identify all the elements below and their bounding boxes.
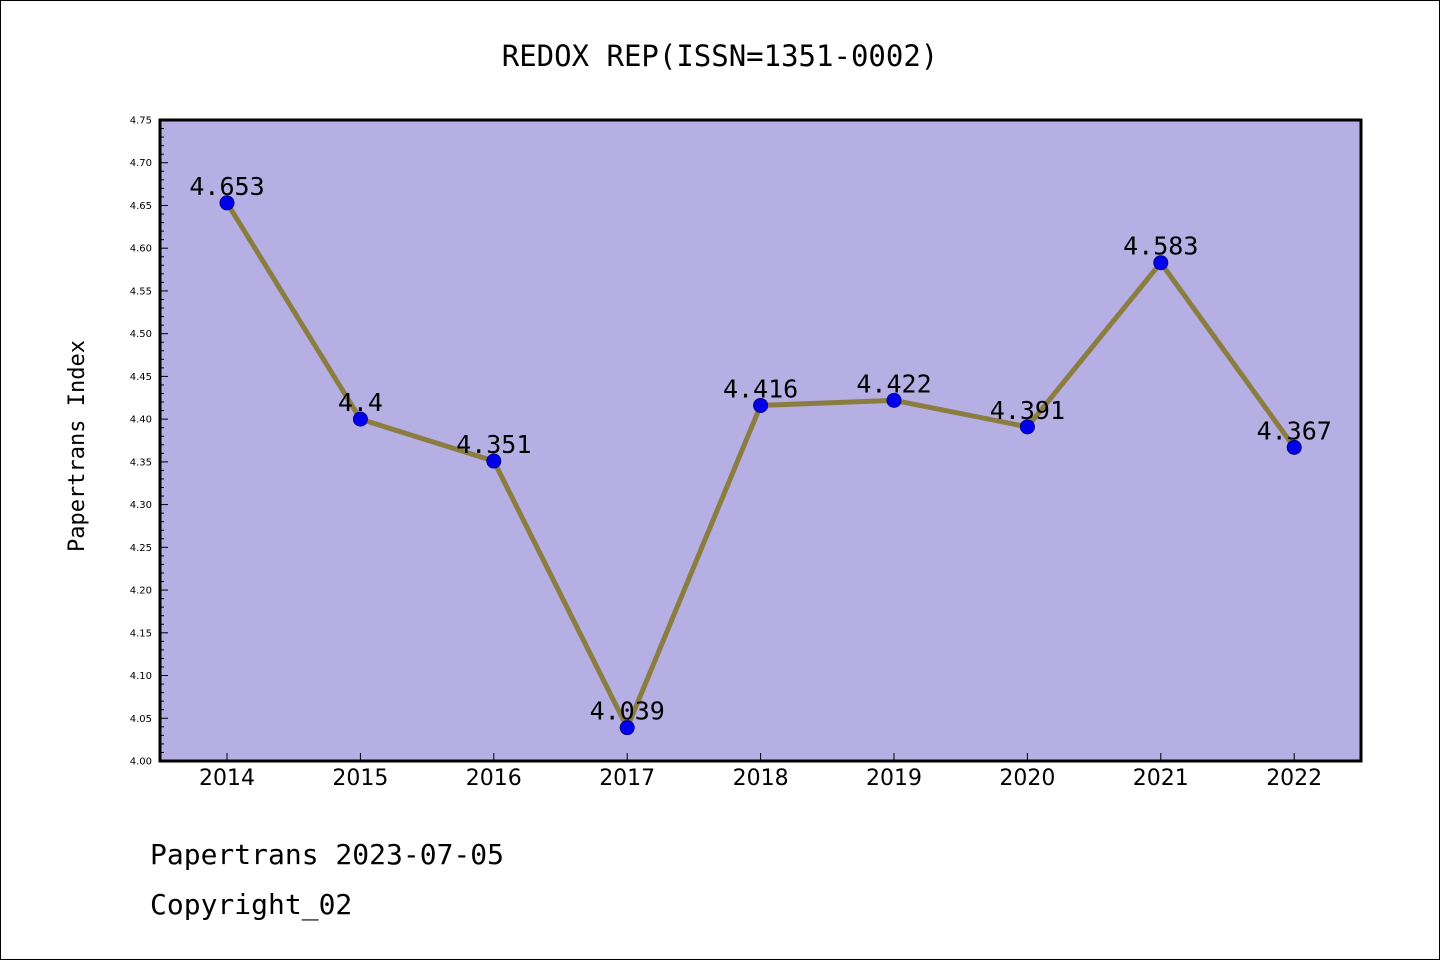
y-tick-label: 4.40 xyxy=(130,415,152,426)
data-point-marker xyxy=(486,453,502,469)
data-label: 4.391 xyxy=(990,396,1065,425)
data-point-marker xyxy=(753,397,769,413)
data-point-marker xyxy=(886,392,902,408)
y-tick-label: 4.60 xyxy=(130,244,152,255)
y-tick-label: 4.65 xyxy=(130,201,152,212)
chart-title: REDOX REP(ISSN=1351-0002) xyxy=(502,39,939,73)
data-point-marker xyxy=(619,720,635,736)
data-point-marker xyxy=(1286,439,1302,455)
y-tick-label: 4.20 xyxy=(130,586,152,597)
y-tick-label: 4.15 xyxy=(130,628,152,639)
y-tick-label: 4.00 xyxy=(130,757,152,768)
x-tick-label: 2022 xyxy=(1266,766,1322,791)
data-label: 4.422 xyxy=(856,369,931,398)
y-tick-label: 4.45 xyxy=(130,372,152,383)
y-tick-label: 4.10 xyxy=(130,671,152,682)
data-label: 4.039 xyxy=(590,697,665,726)
x-tick-label: 2019 xyxy=(866,766,922,791)
data-label: 4.367 xyxy=(1257,416,1332,445)
y-axis-ticks: 4.00 4.05 4.10 4.15 4.20 4.25 4.30 4.35 4.40 4.45… xyxy=(130,116,168,768)
x-tick-label: 2015 xyxy=(332,766,388,791)
footer-date: Papertrans 2023-07-05 xyxy=(150,838,504,871)
x-tick-label: 2020 xyxy=(999,766,1055,791)
x-tick-label: 2018 xyxy=(733,766,789,791)
y-tick-label: 4.30 xyxy=(130,500,152,511)
data-label: 4.351 xyxy=(456,430,531,459)
y-tick-label: 4.55 xyxy=(130,286,152,297)
plot-border xyxy=(158,118,1363,763)
series-markers xyxy=(219,195,1302,736)
x-tick-label: 2016 xyxy=(466,766,522,791)
x-axis-ticks: 2014 2015 2016 2017 2018 2019 2020 2021 2022 xyxy=(199,753,1322,791)
y-tick-label: 4.25 xyxy=(130,543,152,554)
x-tick-label: 2021 xyxy=(1133,766,1189,791)
plot-area xyxy=(160,120,1361,761)
data-labels: 4.653 4.4 4.351 4.039 4.416 4.422 4.391 4.583 4.… xyxy=(189,172,1331,726)
y-tick-label: 4.50 xyxy=(130,329,152,340)
data-point-marker xyxy=(1019,419,1035,435)
data-point-marker xyxy=(352,411,368,427)
x-tick-label: 2017 xyxy=(599,766,655,791)
y-tick-label: 4.05 xyxy=(130,714,152,725)
data-label: 4.653 xyxy=(189,172,264,201)
x-tick-label: 2014 xyxy=(199,766,255,791)
data-label: 4.4 xyxy=(338,388,383,417)
data-point-marker xyxy=(1153,255,1169,271)
y-tick-label: 4.70 xyxy=(130,158,152,169)
y-tick-label: 4.75 xyxy=(130,116,152,127)
y-axis-label: Papertrans Index xyxy=(65,340,90,552)
data-label: 4.583 xyxy=(1123,232,1198,261)
data-label: 4.416 xyxy=(723,374,798,403)
y-tick-label: 4.35 xyxy=(130,457,152,468)
data-point-marker xyxy=(219,195,235,211)
footer-copyright: Copyright_02 xyxy=(150,888,352,922)
